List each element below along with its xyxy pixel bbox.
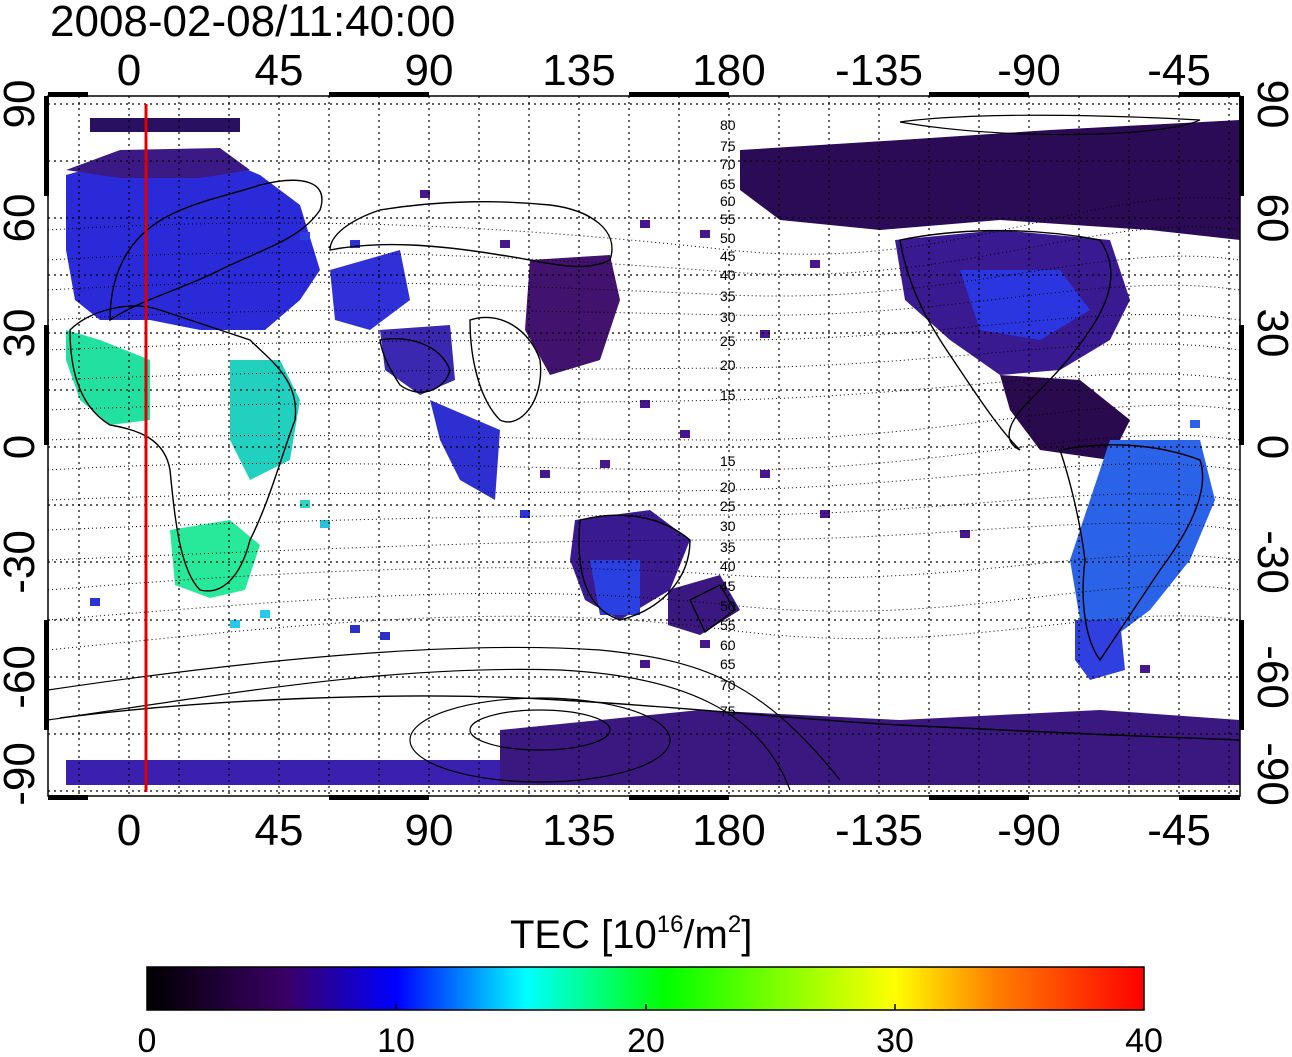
contour-label: 65 [720,176,736,192]
tec-region-europe [66,150,320,330]
contour-label: 30 [720,309,736,325]
contour-label: 55 [720,617,736,633]
lon-axis-bottom: 0 45 90 135 180 -135 -90 -45 [117,806,1211,855]
contour-label: 70 [720,677,736,693]
lon-tick-label: -135 [835,806,923,855]
tec-region-africa-south [170,520,260,598]
lat-tick-label: -30 [1248,530,1292,594]
contour-label: 60 [720,637,736,653]
contour-label: 25 [720,498,736,514]
contour-label: 40 [720,267,736,283]
lat-axis-left: 90 60 30 0 -30 -60 -90 [0,80,44,806]
lon-tick-label: 90 [405,46,454,95]
colorbar-title: TEC [1016/m2] [510,911,752,957]
lat-tick-label: -60 [1248,645,1292,709]
colorbar-tick-label: 20 [627,1022,665,1057]
tec-region-australia-east [590,560,640,615]
contour-label: 75 [720,703,736,719]
lat-tick-label: -90 [0,742,44,806]
lat-tick-label: 30 [1248,309,1292,358]
lon-tick-label: -45 [1147,46,1211,95]
tec-region-central-america [1000,375,1130,460]
contour-labels: 80 75 70 65 60 55 50 45 40 35 30 25 20 1… [720,117,736,719]
contour-lines-solid [48,114,1201,791]
contour-label: 20 [720,479,736,495]
tec-region-siberia [740,120,1240,240]
lon-tick-label: 45 [255,806,304,855]
contour-label: 35 [720,539,736,555]
lat-tick-label: 90 [0,80,44,129]
tec-region-us-east [960,270,1090,340]
lat-tick-label: 0 [1248,435,1292,459]
lon-tick-label: 135 [542,46,615,95]
tec-data-layer [66,118,1240,785]
contour-label: 75 [720,138,736,154]
map-panel: 80 75 70 65 60 55 50 45 40 35 30 25 20 1… [44,92,1244,800]
colorbar-tick-label: 40 [1125,1022,1163,1057]
lat-tick-label: -30 [0,530,44,594]
lon-tick-label: -90 [997,46,1061,95]
lon-tick-label: 180 [692,46,765,95]
tec-region-central-asia [330,250,410,330]
tec-region-antarctica-west [66,760,500,785]
contour-label: 70 [720,156,736,172]
lon-tick-label: -90 [997,806,1061,855]
tec-scatter-pixels [90,190,1200,673]
colorbar-tick-label: 10 [377,1022,415,1057]
contour-label: 60 [720,193,736,209]
contour-label: 35 [720,288,736,304]
lon-tick-label: 45 [255,46,304,95]
tec-region-arctic-top [90,118,240,132]
graticule [48,96,1240,796]
frame-tick-bars [44,92,1244,800]
colorbar-gradient [146,966,1145,1011]
contour-label: 50 [720,230,736,246]
lat-axis-right: 90 60 30 0 -30 -60 -90 [1248,80,1292,806]
lat-tick-label: -90 [1248,742,1292,806]
colorbar-tick-label: 30 [876,1022,914,1057]
coastlines [59,179,1240,741]
contour-label: 55 [720,211,736,227]
contour-label: 15 [720,387,736,403]
contour-label: 25 [720,333,736,349]
contour-label: 45 [720,248,736,264]
lon-tick-label: 180 [692,806,765,855]
tec-region-east-asia [525,255,620,375]
contour-lines [48,196,1240,651]
lat-tick-label: 0 [0,435,44,459]
lon-tick-label: 135 [542,806,615,855]
contour-label: 40 [720,558,736,574]
timestamp-title: 2008-02-08/11:40:00 [50,0,455,46]
tec-region-africa-west [66,330,150,425]
lat-tick-label: 60 [1248,194,1292,243]
colorbar: TEC [1016/m2] 0 10 20 30 40 [138,911,1163,1057]
contour-label: 45 [720,578,736,594]
lat-tick-label: 90 [1248,80,1292,129]
colorbar-ticks [395,1004,896,1010]
colorbar-tick-labels: 0 10 20 30 40 [138,1022,1163,1057]
lat-tick-label: -60 [0,645,44,709]
contour-label: 15 [720,453,736,469]
lon-tick-label: 0 [117,46,141,95]
lat-tick-label: 30 [0,309,44,358]
contour-label: 50 [720,598,736,614]
lat-tick-label: 60 [0,194,44,243]
tec-region-europe-north [66,148,250,178]
contour-label: 30 [720,518,736,534]
lon-tick-label: 90 [405,806,454,855]
tec-region-india [380,325,455,395]
contour-label: 65 [720,656,736,672]
lon-tick-label: -45 [1147,806,1211,855]
tec-region-se-asia [430,400,500,500]
lon-tick-label: -135 [835,46,923,95]
tec-region-antarctica-east [500,710,1240,785]
contour-label: 20 [720,357,736,373]
colorbar-tick-label: 0 [138,1022,157,1057]
tec-region-patagonia [1075,620,1125,680]
contour-label: 80 [720,117,736,133]
lon-tick-label: 0 [117,806,141,855]
lon-axis-top: 0 45 90 135 180 -135 -90 -45 [117,46,1211,95]
